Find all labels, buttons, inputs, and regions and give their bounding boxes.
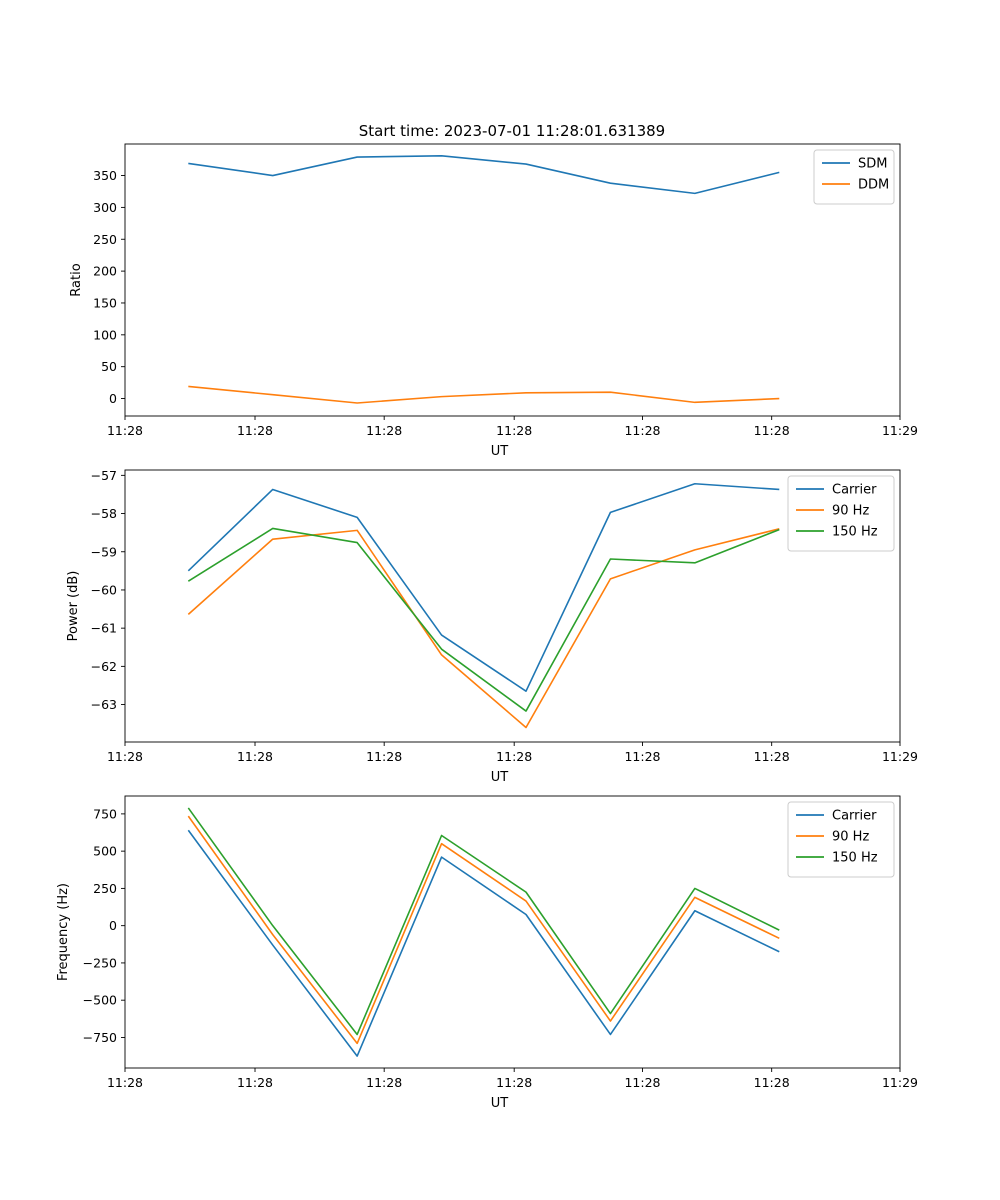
- frequency-x-tick-label: 11:28: [237, 1075, 273, 1090]
- power-y-tick-label: −63: [91, 697, 117, 712]
- frequency-axes-frame: [124, 795, 901, 1069]
- power-x-tick-label: 11:29: [882, 749, 918, 764]
- ratio-legend-label: SDM: [858, 157, 887, 172]
- frequency-x-tick-label: 11:28: [107, 1075, 143, 1090]
- frequency-legend-label: 150 Hz: [832, 851, 878, 866]
- ratio-y-tick-label: 150: [93, 295, 117, 310]
- frequency-x-tick-label: 11:28: [366, 1075, 402, 1090]
- power-y-tick-label: −59: [91, 544, 117, 559]
- frequency-x-tick-label: 11:28: [624, 1075, 660, 1090]
- frequency-legend: Carrier 90 Hz 150 Hz: [787, 801, 895, 878]
- power-legend-label: Carrier: [832, 483, 877, 498]
- figure-title: Start time: 2023-07-01 11:28:01.631389: [359, 122, 665, 140]
- power-legend-box: [787, 475, 895, 552]
- power-axes-frame: [124, 469, 901, 743]
- ratio-x-axis-label: UT: [491, 444, 509, 459]
- frequency-x-axis-label: UT: [491, 1096, 509, 1111]
- power-legend-label: 150 Hz: [832, 525, 878, 540]
- ratio-x-tick-label: 11:28: [366, 423, 402, 438]
- ratio-x-tick-label: 11:28: [107, 423, 143, 438]
- frequency-legend-box: [787, 801, 895, 878]
- ratio-x-tick-label: 11:28: [237, 423, 273, 438]
- frequency-series-carrier-line: [187, 829, 780, 1057]
- frequency-y-tick-label: 500: [93, 844, 117, 859]
- frequency-y-tick-label: 250: [93, 881, 117, 896]
- ratio-y-tick-label: 0: [109, 391, 117, 406]
- power-y-tick-label: −58: [91, 506, 117, 521]
- ratio-y-tick-label: 350: [93, 168, 117, 183]
- power-series-90-hz-line: [187, 528, 780, 729]
- frequency-y-tick-label: 0: [109, 918, 117, 933]
- ratio-panel: 11:28 11:28 11:28 11:28 11:28 11:28 11:29 0 50 10…: [69, 143, 918, 459]
- power-x-tick-label: 11:28: [366, 749, 402, 764]
- ratio-y-tick-label: 200: [93, 264, 117, 279]
- ratio-y-tick-label: 300: [93, 200, 117, 215]
- frequency-legend-label: Carrier: [832, 809, 877, 824]
- ratio-legend-label: DDM: [858, 178, 889, 193]
- power-legend-label: 90 Hz: [832, 504, 869, 519]
- frequency-legend-label: 90 Hz: [832, 830, 869, 845]
- ratio-x-tick-label: 11:28: [624, 423, 660, 438]
- power-x-tick-label: 11:28: [496, 749, 532, 764]
- ratio-x-tick-label: 11:28: [496, 423, 532, 438]
- frequency-x-tick-label: 11:28: [496, 1075, 532, 1090]
- power-legend: Carrier 90 Hz 150 Hz: [787, 475, 895, 552]
- frequency-x-tick-label: 11:28: [754, 1075, 790, 1090]
- frequency-series-150-hz-line: [187, 807, 780, 1036]
- ratio-series-ddm-line: [188, 385, 780, 404]
- power-panel: 11:28 11:28 11:28 11:28 11:28 11:28 11:29 −63 −6…: [66, 468, 918, 785]
- power-x-tick-label: 11:28: [624, 749, 660, 764]
- frequency-y-tick-label: −250: [83, 955, 117, 970]
- frequency-y-tick-label: 750: [93, 806, 117, 821]
- power-series-carrier-line: [187, 482, 780, 692]
- power-x-axis-label: UT: [491, 770, 509, 785]
- frequency-y-tick-label: −500: [83, 993, 117, 1008]
- frequency-series-90-hz-line: [187, 815, 780, 1045]
- frequency-x-tick-label: 11:29: [882, 1075, 918, 1090]
- frequency-y-axis-label: Frequency (Hz): [56, 883, 71, 981]
- power-y-tick-label: −60: [91, 582, 117, 597]
- frequency-y-tick-label: −750: [83, 1030, 117, 1045]
- ratio-x-tick-label: 11:29: [882, 423, 918, 438]
- frequency-panel: 11:28 11:28 11:28 11:28 11:28 11:28 11:29 −750 −…: [56, 795, 918, 1111]
- ratio-legend: SDM DDM: [813, 149, 895, 205]
- power-y-tick-label: −62: [91, 659, 117, 674]
- ratio-axes-frame: [124, 143, 901, 417]
- power-x-tick-label: 11:28: [107, 749, 143, 764]
- ratio-y-axis-label: Ratio: [69, 263, 84, 296]
- power-x-tick-label: 11:28: [754, 749, 790, 764]
- ratio-series-sdm-line: [188, 154, 780, 195]
- power-y-tick-label: −57: [91, 468, 117, 483]
- ratio-x-tick-label: 11:28: [754, 423, 790, 438]
- power-series-150-hz-line: [187, 527, 780, 712]
- ratio-y-tick-label: 250: [93, 232, 117, 247]
- power-y-tick-label: −61: [91, 621, 117, 636]
- ratio-y-tick-label: 50: [101, 359, 117, 374]
- power-y-axis-label: Power (dB): [66, 571, 81, 642]
- ratio-y-tick-label: 100: [93, 327, 117, 342]
- power-x-tick-label: 11:28: [237, 749, 273, 764]
